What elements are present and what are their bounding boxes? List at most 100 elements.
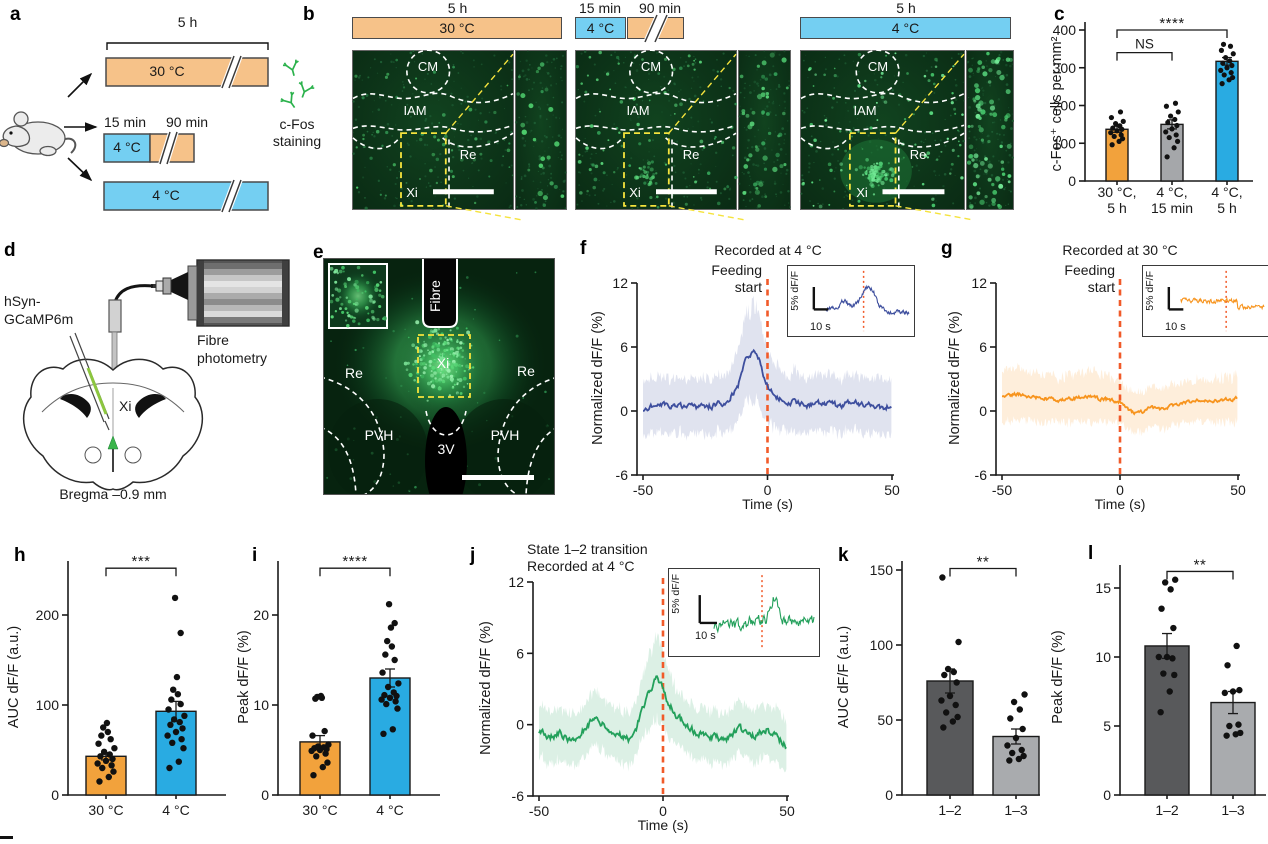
region-label-re: Re xyxy=(459,147,477,162)
panel-b-label: b xyxy=(303,4,315,25)
cold-short-label: 15 min xyxy=(103,114,147,130)
panel-d-label: d xyxy=(4,240,16,261)
svg-text:****: **** xyxy=(1159,15,1184,32)
svg-text:-6: -6 xyxy=(512,788,525,804)
panel-l-peak-transition-chart: l Peak dF/F (%) 0 5 10 15 1–2 1–3 ** xyxy=(1040,535,1268,844)
micrograph-4c-5h: CM IAM Re Xi xyxy=(800,49,974,221)
inset-scale-y-label: 5% dF/F xyxy=(670,574,682,614)
cfos-stain-line2: staining xyxy=(272,133,322,149)
svg-text:-50: -50 xyxy=(992,482,1012,498)
event-label-line2: start xyxy=(1087,279,1115,295)
svg-text:12: 12 xyxy=(508,574,524,590)
svg-text:1–3: 1–3 xyxy=(1004,802,1028,818)
panel-c-cfos-bar-chart: c c-Fos⁺ cells per mm² 0 100 200 300 400 30 °… xyxy=(1045,4,1268,244)
region-label-iam: IAM xyxy=(626,103,650,118)
region-label-iam: IAM xyxy=(853,103,877,118)
xi-label: Xi xyxy=(436,355,450,371)
line-chart-canvas: -6 0 6 12 -50 0 50 xyxy=(508,574,795,819)
duration-label: 5 h xyxy=(447,0,468,16)
temperature-label: 30 °C xyxy=(439,20,475,36)
svg-text:30 °C,: 30 °C, xyxy=(1097,184,1136,200)
region-label-re: Re xyxy=(909,147,927,162)
svg-text:0: 0 xyxy=(261,787,269,803)
svg-text:300: 300 xyxy=(1053,60,1077,76)
bregma-label: Bregma –0.9 mm xyxy=(59,486,167,502)
event-label-line1: Feeding xyxy=(1064,262,1115,278)
svg-text:NS: NS xyxy=(1135,37,1154,52)
region-label-re: Re xyxy=(682,147,700,162)
micrograph-canvas xyxy=(575,49,746,221)
svg-text:-50: -50 xyxy=(529,803,549,819)
svg-text:50: 50 xyxy=(877,712,893,728)
event-label-line1: Feeding xyxy=(711,262,762,278)
device-label-line1: Fibre xyxy=(197,332,229,348)
svg-text:0: 0 xyxy=(885,787,893,803)
panel-g-label: g xyxy=(941,238,953,259)
svg-text:4 °C: 4 °C xyxy=(162,802,189,818)
device-label-line2: photometry xyxy=(197,350,268,366)
panel-g-photometry-30c: g Recorded at 30 °C Feeding start Normal… xyxy=(925,238,1268,518)
re-left-label: Re xyxy=(345,365,363,381)
photometry-schematic xyxy=(22,259,290,491)
micrograph-30c: CM IAM Re Xi xyxy=(352,49,523,221)
svg-text:4 °C,: 4 °C, xyxy=(1211,184,1242,200)
micrograph-inset-canvas xyxy=(514,50,567,210)
svg-text:0: 0 xyxy=(764,482,772,498)
inset-scale-x-label: 10 s xyxy=(695,630,716,642)
expression-image-canvas xyxy=(324,259,554,494)
svg-text:12: 12 xyxy=(612,275,628,291)
panel-j-label: j xyxy=(470,545,476,566)
panel-k-label: k xyxy=(838,545,849,566)
svg-text:100: 100 xyxy=(1053,135,1077,151)
panel-e-label: e xyxy=(313,242,324,263)
svg-text:0: 0 xyxy=(1116,482,1124,498)
example-trace-inset: 5% dF/F 10 s xyxy=(787,265,915,337)
svg-text:400: 400 xyxy=(1053,22,1077,38)
svg-text:5 h: 5 h xyxy=(1217,200,1236,216)
svg-text:**: ** xyxy=(1194,556,1207,573)
bar-chart-canvas: 0 50 100 150 1–2 1–3 ** xyxy=(870,554,1040,818)
svg-text:4 °C: 4 °C xyxy=(376,802,403,818)
svg-text:0: 0 xyxy=(620,403,628,419)
svg-text:6: 6 xyxy=(620,339,628,355)
duration-label-1: 15 min xyxy=(578,0,622,16)
region-label-xi: Xi xyxy=(856,185,868,200)
svg-text:50: 50 xyxy=(779,803,795,819)
svg-text:15: 15 xyxy=(1095,580,1111,596)
svg-text:5: 5 xyxy=(1103,718,1111,734)
micrograph-canvas xyxy=(800,49,974,221)
svg-text:200: 200 xyxy=(1053,98,1077,114)
line-chart-canvas: -6 0 6 12 -50 0 50 xyxy=(971,275,1246,498)
inset-trace-canvas xyxy=(812,270,910,332)
svg-text:10: 10 xyxy=(253,697,269,713)
svg-text:-6: -6 xyxy=(616,467,629,483)
panel-c-label: c xyxy=(1054,4,1065,25)
svg-text:6: 6 xyxy=(979,339,987,355)
svg-text:150: 150 xyxy=(870,562,894,578)
cfos-stain-line1: c-Fos xyxy=(279,116,315,132)
example-trace-inset: 5% dF/F 10 s xyxy=(1142,265,1268,337)
svg-text:10: 10 xyxy=(1095,649,1111,665)
svg-text:15 min: 15 min xyxy=(1151,200,1193,216)
svg-text:**: ** xyxy=(977,554,990,571)
warm-bar-label: 30 °C xyxy=(149,63,185,79)
virus-label-line1: hSyn- xyxy=(4,293,41,309)
panel-e-expression-image: Fibre Xi Re Re PVH PVH 3V xyxy=(323,258,555,495)
third-ventricle-label: 3V xyxy=(437,441,455,457)
event-label-line2: start xyxy=(734,279,762,295)
panel-b-group-4c-5h: 5 h 4 °C CM IAM Re Xi xyxy=(798,0,1014,221)
x-axis-label: Time (s) xyxy=(637,817,689,833)
re-right-label: Re xyxy=(517,363,535,379)
temperature-label: 4 °C xyxy=(891,20,920,36)
line-chart-canvas: -6 0 6 12 -50 0 50 xyxy=(612,275,900,498)
region-label-xi: Xi xyxy=(406,185,418,200)
svg-text:50: 50 xyxy=(884,482,900,498)
svg-text:0: 0 xyxy=(979,403,987,419)
svg-text:20: 20 xyxy=(253,607,269,623)
micrograph-zoom-inset xyxy=(514,50,567,210)
inset-trace-canvas xyxy=(1167,270,1265,332)
region-label-cm: CM xyxy=(417,59,439,74)
panel-k-auc-transition-chart: k AUC dF/F (a.u.) 0 50 100 150 1–2 1–3 ** xyxy=(828,535,1042,844)
micrograph-inset-canvas xyxy=(738,50,791,209)
